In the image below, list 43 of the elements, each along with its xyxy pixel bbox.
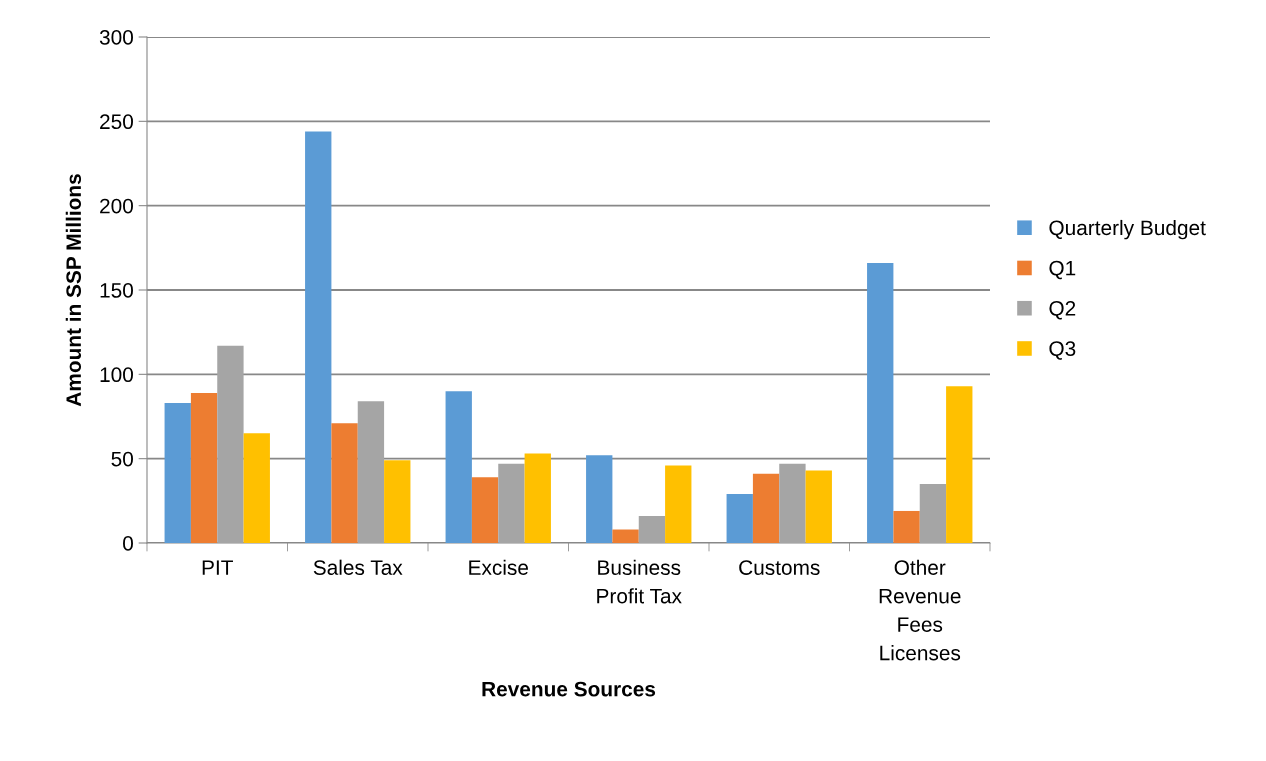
bar: [612, 529, 639, 543]
bar: [384, 460, 411, 543]
x-tick-label: Other Revenue Fees Licenses: [879, 559, 961, 661]
bar: [805, 470, 832, 543]
x-tick-label: Sales Tax: [313, 559, 403, 575]
bar: [498, 463, 525, 543]
y-axis-title: Amount in SSP Millions: [65, 174, 82, 407]
bar: [638, 516, 666, 543]
bar: [243, 433, 270, 543]
y-tick-label: 100: [100, 367, 133, 383]
bar: [752, 473, 780, 543]
bar: [586, 455, 613, 543]
legend-label: Quarterly Budget: [1049, 219, 1206, 240]
bar: [217, 345, 244, 543]
legend-label: Q1: [1049, 260, 1076, 280]
bar: [726, 494, 753, 543]
legend-label: Q3: [1049, 341, 1076, 360]
x-tick-label: Customs: [739, 560, 820, 575]
x-tick-label: PIT: [202, 560, 233, 575]
bar: [946, 386, 973, 543]
y-tick-label: 200: [100, 198, 133, 214]
legend-label: Q2: [1049, 300, 1076, 320]
bar: [524, 453, 551, 543]
bar: [331, 423, 358, 543]
x-tick-label: Business Profit Tax: [597, 559, 682, 604]
y-tick-label: 300: [99, 30, 133, 45]
bar: [305, 131, 332, 543]
bar: [471, 477, 499, 543]
bar: [779, 463, 806, 543]
bar: [190, 392, 218, 543]
y-tick-label: 50: [111, 451, 133, 467]
bar: [919, 483, 947, 543]
y-tick-label: 150: [100, 283, 133, 298]
bar: [357, 401, 385, 543]
bar: [445, 391, 472, 543]
bar: [867, 263, 894, 543]
y-tick-label: 250: [100, 114, 133, 130]
bar: [164, 403, 191, 543]
bar: [665, 465, 692, 543]
y-tick-label: 0: [123, 536, 133, 551]
bar: [893, 510, 920, 543]
x-axis-title: Revenue Sources: [482, 681, 656, 697]
x-tick-label: Excise: [469, 559, 528, 575]
